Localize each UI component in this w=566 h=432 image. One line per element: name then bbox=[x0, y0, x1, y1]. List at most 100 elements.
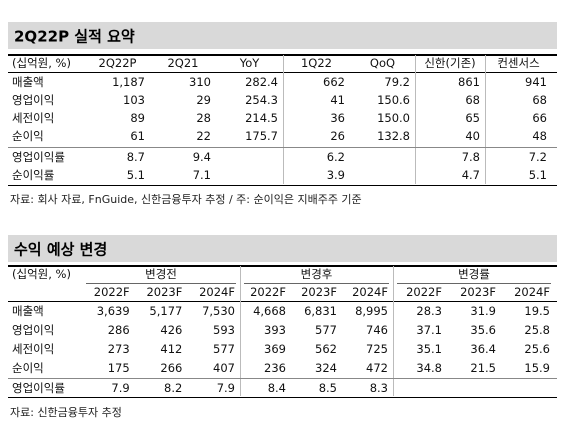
data-cell: 8.4 bbox=[267, 381, 286, 395]
data-cell: 725 bbox=[366, 342, 388, 356]
data-cell: 310 bbox=[189, 75, 211, 89]
row-label: 매출액 bbox=[12, 75, 44, 89]
data-cell: 214.5 bbox=[245, 111, 278, 125]
data-cell: 25.6 bbox=[524, 342, 550, 356]
data-cell: 236 bbox=[264, 361, 286, 375]
header-cell: YoY bbox=[239, 56, 260, 70]
year-header: 2022F bbox=[250, 285, 286, 299]
header-cell: 1Q22 bbox=[300, 56, 332, 70]
data-cell: 132.8 bbox=[377, 129, 410, 143]
data-cell: 4,668 bbox=[253, 304, 286, 318]
data-cell: 472 bbox=[366, 361, 388, 375]
data-cell: 412 bbox=[160, 342, 183, 356]
data-cell: 89 bbox=[130, 111, 145, 125]
year-header: 2023F bbox=[301, 285, 337, 299]
data-cell: 286 bbox=[107, 323, 130, 337]
data-cell: 662 bbox=[323, 75, 345, 89]
rule bbox=[86, 283, 236, 284]
data-cell: 31.9 bbox=[470, 304, 496, 318]
data-cell: 68 bbox=[532, 93, 547, 107]
data-cell: 36 bbox=[330, 111, 345, 125]
header-cell: QoQ bbox=[369, 56, 396, 70]
data-cell: 175 bbox=[107, 361, 130, 375]
column-rule bbox=[415, 55, 416, 184]
row-label: 세전이익 bbox=[12, 342, 55, 356]
data-cell: 393 bbox=[264, 323, 286, 337]
row-label: 영업이익 bbox=[12, 323, 55, 337]
data-cell: 8,995 bbox=[355, 304, 388, 318]
data-cell: 29 bbox=[196, 93, 211, 107]
data-cell: 37.1 bbox=[416, 323, 442, 337]
data-cell: 48 bbox=[532, 129, 547, 143]
data-cell: 21.5 bbox=[470, 361, 496, 375]
data-cell: 577 bbox=[213, 342, 235, 356]
data-cell: 1,187 bbox=[112, 75, 145, 89]
header-cell: 신한(기존) bbox=[424, 56, 476, 70]
group-header: 변경전 bbox=[145, 267, 177, 281]
title-band bbox=[8, 22, 557, 49]
column-rule bbox=[240, 266, 241, 396]
title-band bbox=[8, 235, 557, 262]
group-header: 변경후 bbox=[300, 267, 333, 281]
rule bbox=[8, 72, 557, 73]
data-cell: 68 bbox=[465, 93, 480, 107]
data-cell: 369 bbox=[264, 342, 286, 356]
header-cell: 컨센서스 bbox=[497, 56, 540, 70]
data-cell: 35.1 bbox=[416, 342, 442, 356]
header-cell: (십억원, %) bbox=[12, 56, 71, 70]
rule bbox=[8, 378, 557, 379]
data-cell: 7.9 bbox=[216, 381, 235, 395]
year-header: 2024F bbox=[514, 285, 550, 299]
group-header: 변경률 bbox=[458, 267, 490, 281]
header-cell: 2Q22P bbox=[98, 56, 137, 70]
rule bbox=[8, 185, 557, 186]
header-cell: (십억원, %) bbox=[12, 267, 71, 281]
data-cell: 79.2 bbox=[384, 75, 410, 89]
header-cell: 2Q21 bbox=[167, 56, 199, 70]
rule bbox=[8, 54, 557, 56]
data-cell: 5.1 bbox=[126, 168, 145, 182]
data-cell: 3,639 bbox=[96, 304, 130, 318]
year-header: 2023F bbox=[460, 285, 496, 299]
data-cell: 282.4 bbox=[245, 75, 278, 89]
data-cell: 6.2 bbox=[326, 150, 345, 164]
data-cell: 3.9 bbox=[326, 168, 345, 182]
data-cell: 65 bbox=[465, 111, 480, 125]
data-cell: 8.2 bbox=[164, 381, 183, 395]
row-label: 영업이익 bbox=[12, 93, 55, 107]
year-header: 2022F bbox=[406, 285, 442, 299]
data-cell: 4.7 bbox=[461, 168, 480, 182]
data-cell: 15.9 bbox=[524, 361, 550, 375]
data-cell: 40 bbox=[465, 129, 480, 143]
data-cell: 941 bbox=[525, 75, 547, 89]
year-header: 2024F bbox=[199, 285, 235, 299]
row-label: 영업이익률 bbox=[12, 150, 65, 164]
section-title: 2Q22P 실적 요약 bbox=[14, 27, 135, 46]
data-cell: 103 bbox=[123, 93, 145, 107]
data-cell: 407 bbox=[213, 361, 235, 375]
section-title: 수익 예상 변경 bbox=[14, 240, 108, 259]
data-cell: 34.8 bbox=[416, 361, 442, 375]
data-cell: 35.6 bbox=[470, 323, 496, 337]
data-cell: 41 bbox=[330, 93, 345, 107]
data-cell: 8.3 bbox=[369, 381, 388, 395]
source-note: 자료: 회사 자료, FnGuide, 신한금융투자 추정 / 주: 순이익은 … bbox=[10, 193, 362, 206]
row-label: 세전이익 bbox=[12, 111, 55, 125]
data-cell: 25.8 bbox=[524, 323, 550, 337]
rule bbox=[244, 283, 389, 284]
data-cell: 324 bbox=[315, 361, 337, 375]
data-cell: 175.7 bbox=[245, 129, 278, 143]
year-header: 2022F bbox=[93, 285, 130, 299]
column-rule bbox=[393, 266, 394, 396]
row-label: 영업이익률 bbox=[12, 381, 65, 395]
column-rule bbox=[283, 55, 284, 184]
data-cell: 66 bbox=[532, 111, 547, 125]
data-cell: 7.2 bbox=[528, 150, 547, 164]
rule bbox=[8, 147, 557, 148]
data-cell: 5,177 bbox=[149, 304, 183, 318]
data-cell: 36.4 bbox=[470, 342, 496, 356]
data-cell: 150.6 bbox=[377, 93, 410, 107]
data-cell: 8.5 bbox=[318, 381, 337, 395]
column-rule bbox=[485, 55, 486, 184]
row-label: 순이익률 bbox=[12, 168, 55, 182]
